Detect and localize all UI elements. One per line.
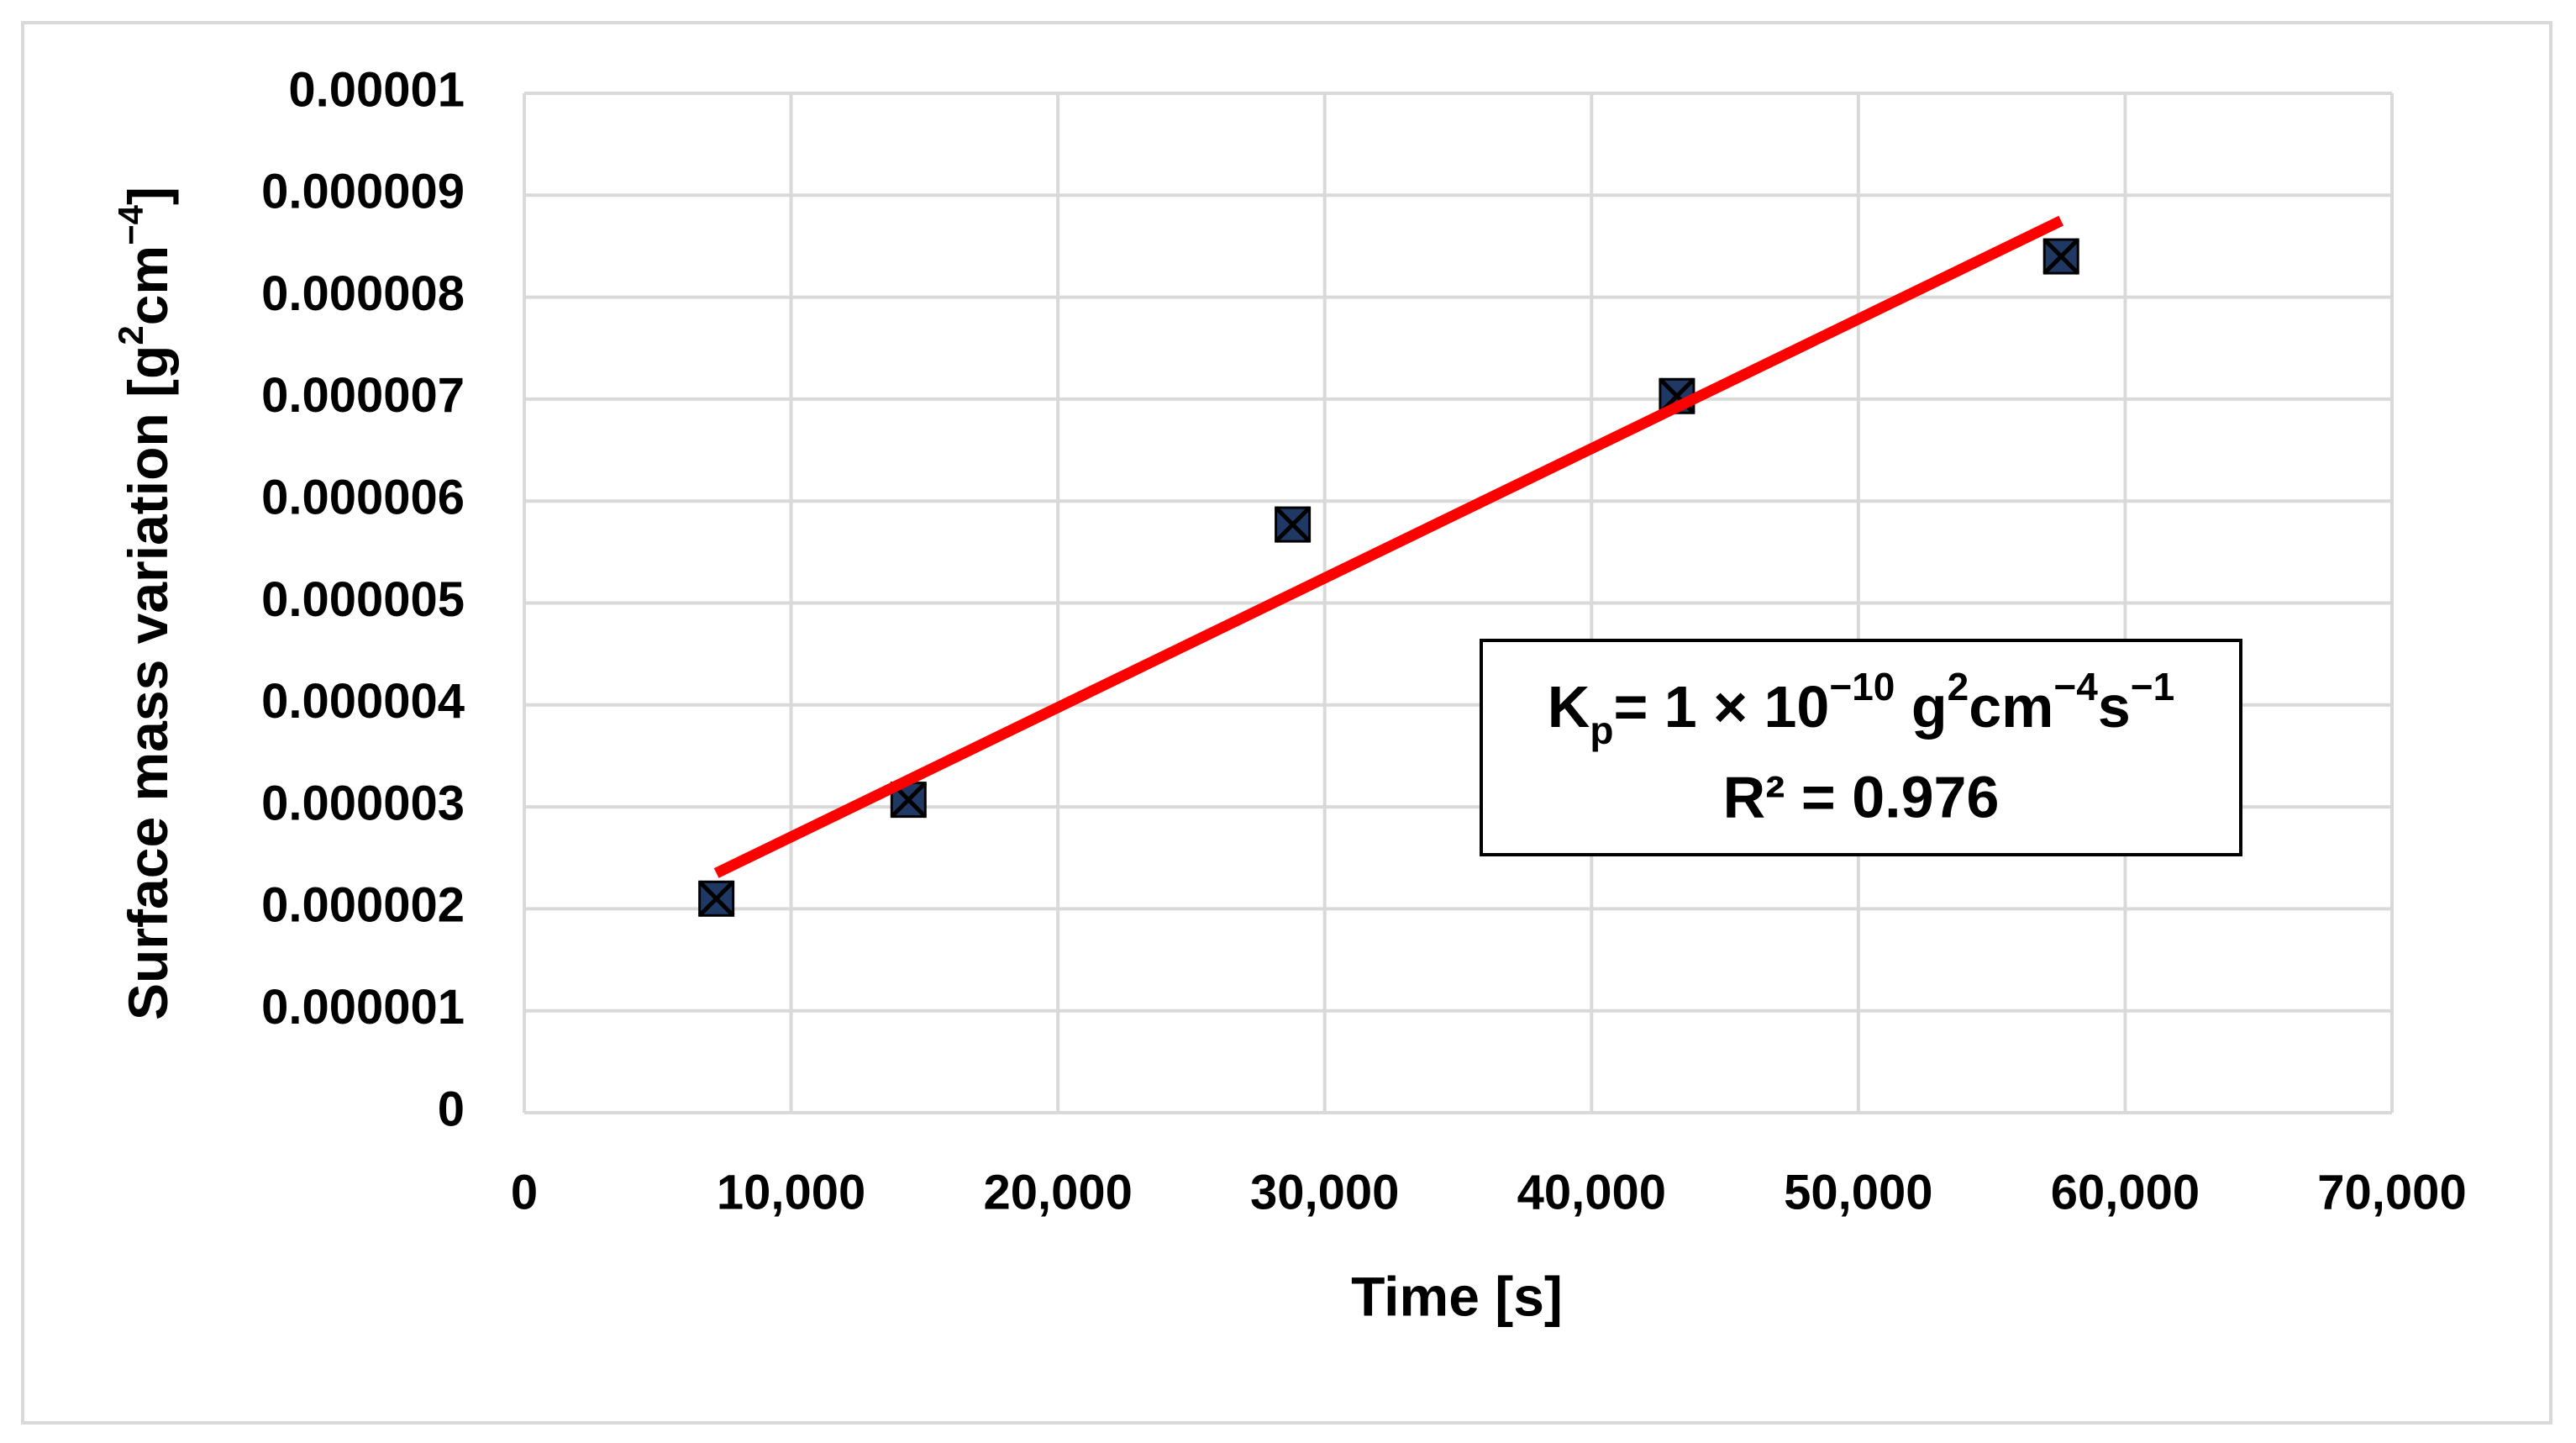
- x-tick-label: 30,000: [1250, 1165, 1399, 1219]
- x-axis-title: Time [s]: [1351, 1265, 1563, 1327]
- marker-cross: [2042, 238, 2079, 275]
- y-tick-label: 0.000006: [261, 471, 465, 525]
- ann-sup: −1: [2131, 665, 2174, 708]
- ann-sup: 2: [1948, 665, 1969, 708]
- x-tick-label: 60,000: [2051, 1165, 2200, 1219]
- y-title-part: ]: [117, 187, 179, 205]
- y-title-part: cm: [117, 245, 179, 325]
- marker-cross: [697, 880, 735, 918]
- annotation-line1: Kp= 1 × 10−10 g2cm−4s−1: [1548, 665, 2174, 752]
- x-tick-label: 20,000: [983, 1165, 1132, 1219]
- ann-part: cm: [1969, 674, 2053, 740]
- x-tick-label: 50,000: [1784, 1165, 1932, 1219]
- y-tick-label: 0.000001: [261, 980, 465, 1035]
- y-title-sup: −4: [111, 204, 150, 245]
- trendline: [713, 215, 2064, 878]
- x-tick-label: 0: [511, 1165, 538, 1219]
- y-title-sup: 2: [111, 325, 150, 345]
- y-tick-label: 0.000007: [261, 368, 465, 423]
- ann-sub: p: [1590, 708, 1613, 752]
- y-tick-label: 0.000008: [261, 266, 465, 321]
- x-tick-label: 70,000: [2317, 1165, 2466, 1219]
- y-tick-label: 0.000009: [261, 165, 465, 219]
- y-tick-label: 0.000004: [261, 674, 465, 729]
- x-tick-label: 10,000: [717, 1165, 865, 1219]
- ann-sup: −10: [1829, 665, 1895, 708]
- ann-part: = 1 × 10: [1613, 674, 1829, 740]
- annotation-box: [1480, 639, 2242, 856]
- annotation-line2: R² = 0.976: [1723, 764, 2000, 829]
- x-tick-label: 40,000: [1517, 1165, 1666, 1219]
- ann-part: g: [1895, 674, 1947, 740]
- ann-sup: −4: [2053, 665, 2098, 708]
- y-tick-label: 0.000002: [261, 878, 465, 933]
- ann-part: s: [2098, 674, 2131, 740]
- y-tick-label: 0: [438, 1082, 465, 1136]
- plot: [697, 215, 2079, 918]
- y-title-part: Surface mass variation [g: [117, 345, 179, 1020]
- y-tick-label: 0.00001: [288, 62, 465, 117]
- y-tick-label: 0.000005: [261, 572, 465, 627]
- ann-part: K: [1548, 674, 1590, 740]
- y-axis-title: Surface mass variation [g2cm−4]: [111, 187, 180, 1020]
- grid: [523, 92, 2394, 1114]
- marker-cross: [1274, 506, 1312, 543]
- y-tick-label: 0.000003: [261, 776, 465, 830]
